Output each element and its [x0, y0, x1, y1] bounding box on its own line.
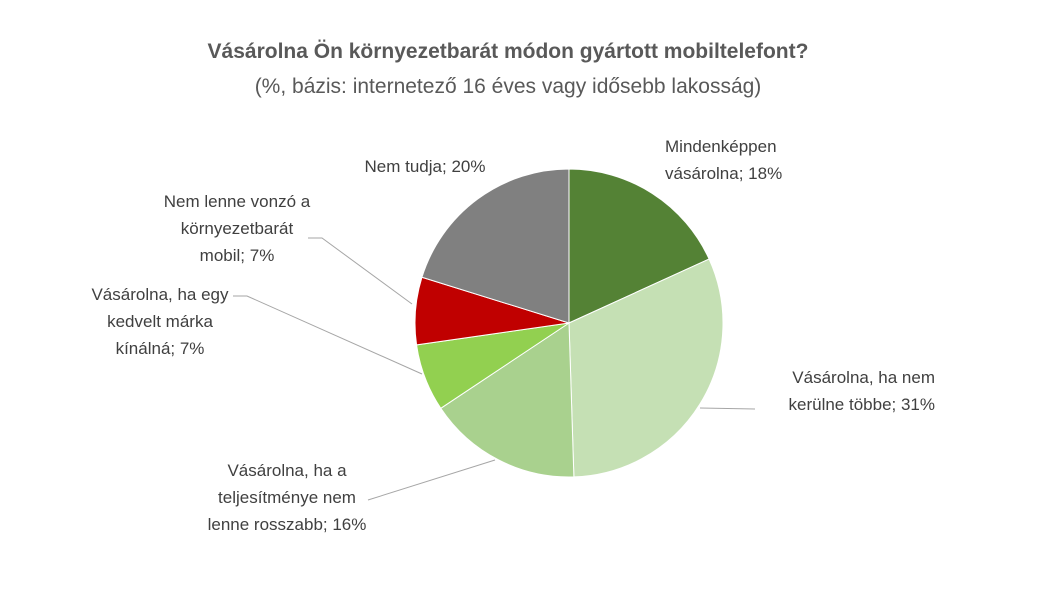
pie-slice-6	[421, 168, 570, 324]
leader-line-4	[233, 295, 423, 375]
chart-title: Vásárolna Ön környezetbarát módon gyárto…	[207, 40, 809, 63]
pie-slice-3	[440, 322, 575, 478]
slice-label-1: Mindenképpen vásárolna; 18%	[665, 137, 782, 183]
chart-subtitle: (%, bázis: internetező 16 éves vagy idős…	[254, 75, 762, 98]
slice-label-5: Nem lenne vonzó a környezetbarát mobil; 7%	[164, 192, 311, 265]
pie-slice-2	[568, 258, 724, 478]
leader-line-5	[308, 237, 413, 305]
slice-label-3: Vásárolna, ha a teljesítménye nem lenne ro…	[208, 461, 367, 534]
slice-label-4: Vásárolna, ha egy kedvelt márka kínálná; 7…	[91, 285, 229, 358]
slice-label-6: Nem tudja; 20%	[365, 157, 486, 176]
leader-line-2	[699, 407, 756, 410]
slice-label-2: Vásárolna, ha nem kerülne többe; 31%	[789, 368, 936, 414]
leader-line-3	[367, 459, 496, 501]
pie-slice-1	[568, 168, 710, 324]
